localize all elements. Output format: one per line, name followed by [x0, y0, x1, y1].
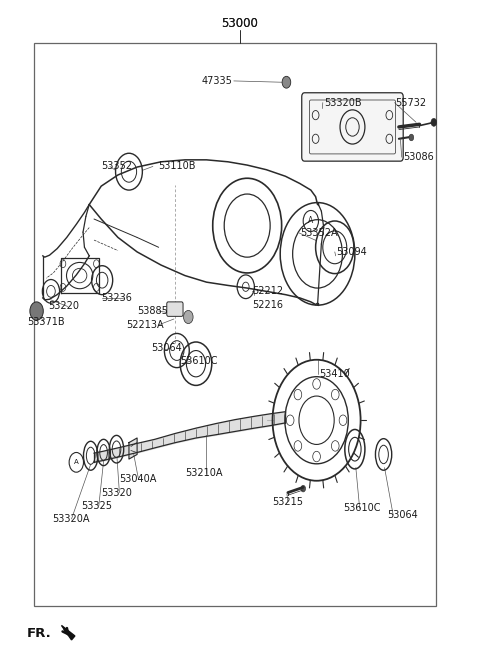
Text: 52216: 52216: [252, 300, 283, 310]
Text: 53094: 53094: [336, 247, 366, 257]
Text: 53086: 53086: [403, 152, 433, 162]
Text: 53352A: 53352A: [300, 228, 337, 238]
Circle shape: [282, 76, 291, 88]
Polygon shape: [61, 625, 75, 640]
Text: 55732: 55732: [396, 98, 427, 107]
Text: 53110B: 53110B: [158, 161, 196, 171]
Circle shape: [301, 486, 306, 492]
FancyBboxPatch shape: [167, 302, 183, 316]
Text: 53064: 53064: [152, 343, 182, 353]
Text: 53215: 53215: [273, 497, 303, 507]
Text: 53610C: 53610C: [180, 356, 217, 366]
Text: 53320A: 53320A: [52, 514, 90, 524]
Text: 53371B: 53371B: [27, 316, 65, 327]
Text: 53210A: 53210A: [185, 468, 222, 478]
Text: 53320B: 53320B: [324, 98, 361, 107]
Text: 47335: 47335: [202, 76, 233, 86]
Text: 52213A: 52213A: [126, 320, 164, 330]
Text: 52212: 52212: [252, 287, 283, 297]
Text: 53064: 53064: [387, 510, 418, 520]
Text: 53236: 53236: [101, 293, 132, 303]
Text: 53610C: 53610C: [343, 503, 381, 513]
Text: 53000: 53000: [222, 17, 258, 30]
Text: 53000: 53000: [222, 17, 258, 30]
Text: 53325: 53325: [81, 501, 112, 511]
Text: 53320: 53320: [101, 488, 132, 498]
Text: 53352: 53352: [101, 161, 132, 171]
Polygon shape: [129, 438, 137, 459]
Text: 53885: 53885: [137, 306, 168, 316]
Text: 53410: 53410: [319, 369, 350, 379]
FancyBboxPatch shape: [302, 93, 403, 161]
Text: FR.: FR.: [27, 627, 52, 640]
Text: A: A: [308, 217, 313, 225]
Text: 53040A: 53040A: [120, 474, 157, 484]
Circle shape: [409, 134, 414, 141]
Circle shape: [431, 119, 437, 127]
Circle shape: [183, 310, 193, 324]
Circle shape: [30, 302, 43, 320]
Bar: [34, 43, 436, 606]
Text: A: A: [74, 459, 79, 465]
Text: 53220: 53220: [48, 301, 80, 312]
